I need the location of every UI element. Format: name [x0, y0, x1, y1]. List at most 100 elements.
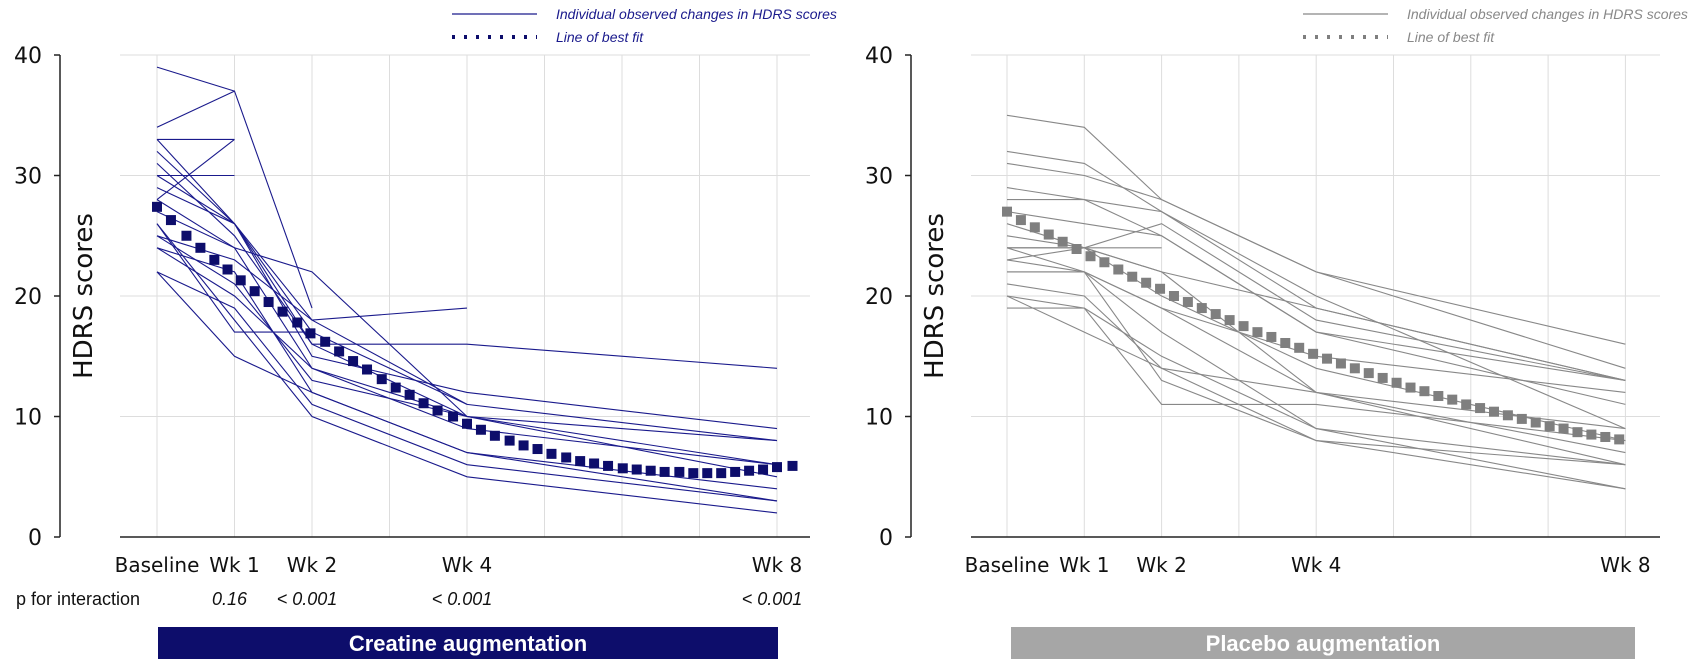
- best-fit-point: [561, 452, 572, 463]
- best-fit-point: [772, 462, 782, 473]
- best-fit-point: [390, 382, 401, 393]
- best-fit-point: [1002, 206, 1012, 217]
- best-fit-point: [1363, 368, 1374, 379]
- best-fit-point: [702, 468, 713, 479]
- best-fit-point: [716, 468, 727, 479]
- best-fit-point: [1155, 283, 1166, 294]
- best-fit-point: [1266, 331, 1277, 342]
- p-value: 0.16: [212, 589, 248, 609]
- panel-title: Placebo augmentation: [1206, 631, 1441, 656]
- best-fit-point: [1057, 236, 1068, 247]
- best-fit-point: [1335, 358, 1346, 369]
- best-fit-point: [546, 448, 557, 459]
- panel-title-banner: [158, 627, 778, 659]
- best-fit-point: [1530, 417, 1541, 428]
- best-fit-point: [1433, 391, 1444, 402]
- individual-series-line: [156, 223, 778, 514]
- best-fit-point: [1224, 315, 1235, 326]
- best-fit-point: [1502, 410, 1513, 421]
- best-fit-point: [418, 398, 429, 409]
- individual-series-line: [156, 187, 778, 430]
- best-fit-point: [475, 424, 486, 435]
- best-fit-point: [1029, 222, 1040, 233]
- best-fit-point: [448, 411, 459, 422]
- best-fit-point: [152, 201, 162, 212]
- individual-series-line: [156, 235, 778, 478]
- best-fit-point: [376, 374, 387, 385]
- best-fit-point: [1168, 291, 1179, 301]
- p-value: < 0.001: [432, 589, 493, 609]
- p-value: < 0.001: [742, 589, 803, 609]
- x-tick-label: Wk 2: [287, 553, 337, 577]
- best-fit-point: [305, 328, 316, 339]
- p-interaction-label: p for interaction: [16, 589, 140, 609]
- legend-individual-label: Individual observed changes in HDRS scor…: [1407, 6, 1688, 22]
- best-fit-point: [277, 306, 288, 317]
- legend-individual-label: Individual observed changes in HDRS scor…: [556, 6, 837, 22]
- best-fit-point: [348, 356, 359, 367]
- best-fit-point: [432, 405, 443, 416]
- panel-title: Creatine augmentation: [349, 631, 587, 656]
- best-fit-point: [1461, 399, 1472, 410]
- best-fit-point: [603, 460, 614, 471]
- x-tick-label: Wk 1: [1059, 553, 1109, 577]
- best-fit-point: [1099, 257, 1110, 268]
- individual-series-line: [1006, 295, 1626, 466]
- best-fit-point: [1085, 251, 1096, 262]
- individual-series-line: [156, 247, 778, 466]
- individual-series-line: [156, 90, 313, 309]
- individual-series-line: [156, 150, 468, 405]
- y-axis-label: HDRS scores: [920, 213, 950, 379]
- x-tick-label: Wk 1: [209, 553, 259, 577]
- best-fit-point: [659, 466, 670, 477]
- best-fit-point: [1252, 327, 1263, 338]
- best-fit-point: [1391, 377, 1402, 388]
- best-fit-point: [1196, 303, 1207, 314]
- best-fit-point: [1294, 342, 1305, 353]
- best-fit-point: [1475, 403, 1486, 414]
- best-fit-point: [1113, 264, 1124, 275]
- best-fit-point: [688, 468, 699, 479]
- best-fit-point: [1015, 215, 1026, 226]
- individual-series-line: [156, 235, 778, 442]
- best-fit-point: [631, 464, 642, 475]
- x-tick-label: Baseline: [965, 553, 1050, 577]
- best-fit-point: [249, 286, 260, 297]
- best-fit-point: [532, 444, 543, 455]
- best-fit-point: [1405, 382, 1416, 393]
- legend-fit-label: Line of best fit: [556, 29, 644, 45]
- best-fit-point: [1516, 413, 1527, 424]
- x-tick-label: Wk 8: [752, 553, 802, 577]
- best-fit-point: [195, 242, 206, 253]
- best-fit-point: [758, 464, 769, 475]
- best-fit-point: [1614, 434, 1625, 445]
- y-tick-label: 0: [879, 526, 893, 551]
- individual-series-line: [1007, 307, 1626, 466]
- y-tick-label: 40: [865, 44, 893, 69]
- best-fit-point: [504, 435, 515, 446]
- individual-series-line: [156, 139, 778, 369]
- best-fit-point: [222, 264, 233, 275]
- y-axis-label: HDRS scores: [69, 213, 99, 379]
- y-tick-label: 20: [14, 285, 42, 310]
- individual-series-line: [156, 223, 312, 333]
- best-fit-point: [575, 456, 586, 467]
- best-fit-point: [320, 336, 331, 347]
- y-tick-label: 30: [14, 165, 42, 190]
- best-fit-point: [744, 465, 755, 476]
- y-tick-label: 20: [865, 285, 893, 310]
- best-fit-point: [1308, 348, 1319, 359]
- y-tick-label: 30: [865, 165, 893, 190]
- best-fit-point: [462, 418, 472, 429]
- x-tick-label: Wk 2: [1136, 553, 1186, 577]
- best-fit-point: [1280, 337, 1291, 348]
- best-fit-point: [1127, 271, 1138, 282]
- individual-series-line: [1007, 271, 1626, 490]
- p-value: < 0.001: [277, 589, 338, 609]
- best-fit-point: [787, 460, 798, 471]
- best-fit-point: [263, 297, 274, 308]
- individual-series-line: [156, 271, 778, 502]
- best-fit-point: [181, 230, 192, 241]
- best-fit-point: [1322, 353, 1333, 364]
- individual-series-line: [1006, 295, 1626, 442]
